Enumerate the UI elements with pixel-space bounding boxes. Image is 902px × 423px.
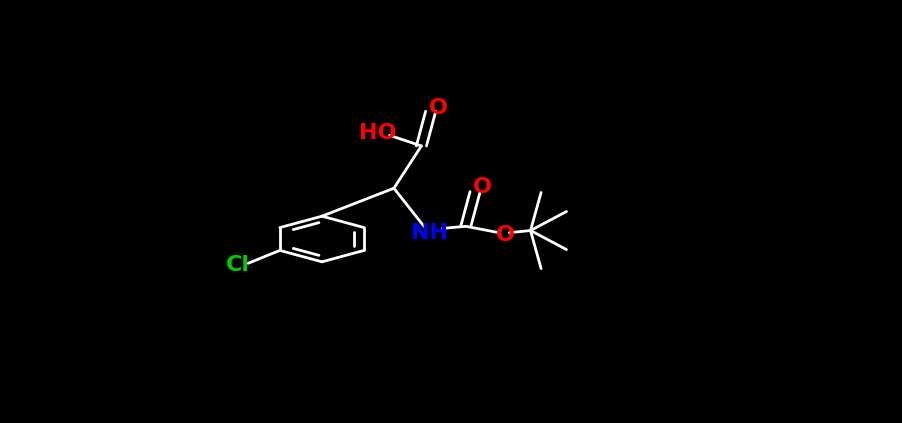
Text: O: O xyxy=(474,177,492,198)
Text: NH: NH xyxy=(410,222,447,243)
Text: Cl: Cl xyxy=(226,255,250,275)
Text: HO: HO xyxy=(359,123,397,143)
Text: O: O xyxy=(428,98,447,118)
Text: O: O xyxy=(495,225,515,245)
